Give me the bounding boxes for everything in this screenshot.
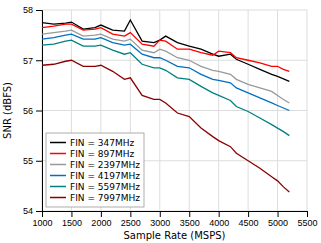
x-axis: 1000 1500 2000 2500 3000 3500 4000 4500 5000 5500	[32, 211, 317, 228]
x-axis-tick: 4000	[209, 211, 229, 228]
x-axis-tick-mark	[248, 211, 249, 217]
legend-label: FIN = 2397MHz	[70, 160, 140, 170]
series-line	[42, 30, 289, 103]
x-axis-tick-label: 4500	[239, 218, 259, 228]
legend-label: FIN = 5597MHz	[70, 182, 140, 192]
y-axis-tick-mark	[36, 10, 42, 11]
x-axis-tick-label: 2500	[121, 218, 141, 228]
series-line	[42, 34, 289, 110]
x-axis-line	[43, 212, 308, 218]
x-axis-tick-label: 2000	[91, 218, 111, 228]
y-axis-tick-mark	[36, 60, 42, 61]
x-axis-tick-mark	[219, 211, 220, 217]
plot: 1000 1500 2000 2500 3000 3500 4000 4500 5000 5500…	[23, 5, 318, 228]
x-axis-tick-label: 1000	[32, 218, 52, 228]
x-axis-tick: 4500	[239, 211, 259, 228]
x-axis-tick-label: 4000	[209, 218, 229, 228]
y-axis-tick-label: 58	[23, 5, 33, 15]
legend-swatch	[50, 153, 66, 155]
y-axis-line	[36, 11, 43, 212]
lines	[42, 20, 289, 192]
y-axis-tick: 57	[23, 56, 42, 66]
legend-label: FIN = 897MHz	[70, 149, 135, 159]
y-axis-tick-label: 56	[23, 106, 33, 116]
y-axis-tick-mark	[36, 111, 42, 112]
y-axis-tick-label: 54	[23, 206, 33, 216]
x-axis-tick-label: 5000	[268, 218, 288, 228]
x-axis-tick-mark	[278, 211, 279, 217]
x-axis-tick-mark	[189, 211, 190, 217]
x-axis-tick-label: 5500	[297, 218, 317, 228]
y-axis-tick: 54	[23, 206, 42, 216]
x-axis-tick-mark	[160, 211, 161, 217]
legend-swatch	[50, 197, 66, 199]
series-line	[42, 40, 289, 135]
x-axis-tick-mark	[130, 211, 131, 217]
x-axis-tick: 1000	[32, 211, 52, 228]
x-axis-tick: 2000	[91, 211, 111, 228]
legend-label: FIN = 347MHz	[70, 138, 135, 148]
x-axis-title: Sample Rate (MSPS)	[124, 230, 226, 241]
legend-box	[46, 133, 144, 207]
x-axis-tick: 3500	[180, 211, 200, 228]
y-axis-tick-mark	[36, 161, 42, 162]
y-axis-tick: 58	[23, 5, 42, 15]
x-axis-tick-label: 3000	[150, 218, 170, 228]
y-axis-tick: 55	[23, 156, 42, 166]
x-axis-tick-label: 3500	[180, 218, 200, 228]
legend-swatch	[50, 164, 66, 166]
x-axis-tick-mark	[307, 211, 308, 217]
y-axis: 54 55 56 57 58	[23, 5, 43, 216]
series-line	[42, 60, 289, 192]
x-axis-tick-mark	[101, 211, 102, 217]
y-axis-tick-mark	[36, 211, 42, 212]
x-axis-tick: 2500	[121, 211, 141, 228]
legend-swatch	[50, 186, 66, 188]
legend-label: FIN = 7997MHz	[70, 193, 140, 203]
grid-line-y	[42, 10, 307, 11]
chart: 1000 1500 2000 2500 3000 3500 4000 4500 5000 5500…	[0, 0, 321, 243]
legend-swatch	[50, 142, 66, 144]
grid-line-y	[42, 60, 307, 61]
x-axis-tick: 5500	[297, 211, 317, 228]
y-axis-tick-label: 57	[23, 56, 33, 66]
x-axis-tick: 1500	[62, 211, 82, 228]
grid	[42, 10, 307, 211]
x-axis-tick-mark	[71, 211, 72, 217]
y-axis-tick-label: 55	[23, 156, 33, 166]
x-axis-tick: 3000	[150, 211, 170, 228]
x-axis-tick-label: 1500	[62, 218, 82, 228]
legend: FIN = 347MHzFIN = 897MHzFIN = 2397MHzFIN…	[46, 133, 144, 207]
legend-label: FIN = 4197MHz	[70, 171, 140, 181]
x-axis-tick: 5000	[268, 211, 288, 228]
y-axis-tick: 56	[23, 106, 42, 116]
y-axis-title: SNR (dBFS)	[2, 82, 13, 139]
legend-swatch	[50, 175, 66, 177]
